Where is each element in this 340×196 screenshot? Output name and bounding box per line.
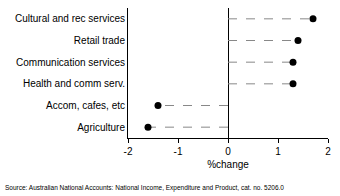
svg-text:Health and comm serv.: Health and comm serv. xyxy=(23,78,125,89)
svg-text:Source: Australian National Ac: Source: Australian National Accounts: Na… xyxy=(5,184,284,192)
svg-text:Communication services: Communication services xyxy=(16,57,125,68)
svg-text:Retail trade: Retail trade xyxy=(74,35,126,46)
svg-text:Cultural and rec services: Cultural and rec services xyxy=(15,13,125,24)
svg-text:-2: -2 xyxy=(124,146,133,157)
svg-text:Accom, cafes, etc: Accom, cafes, etc xyxy=(46,100,125,111)
svg-text:%change: %change xyxy=(207,159,249,170)
svg-text:-1: -1 xyxy=(174,146,183,157)
svg-text:0: 0 xyxy=(225,146,231,157)
svg-text:1: 1 xyxy=(275,146,281,157)
svg-text:2: 2 xyxy=(325,146,331,157)
svg-text:Agriculture: Agriculture xyxy=(77,122,125,133)
